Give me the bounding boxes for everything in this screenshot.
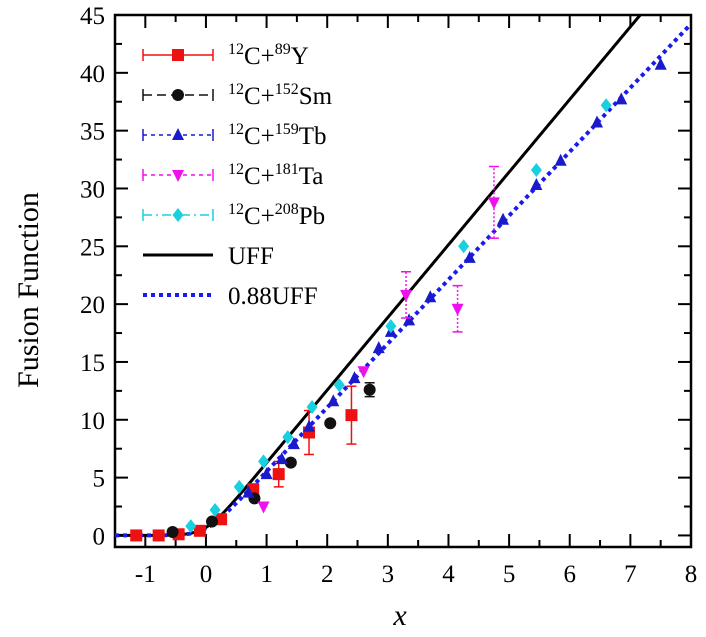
data-point: [372, 341, 385, 354]
data-point: [284, 456, 297, 469]
data-point: [403, 313, 416, 326]
data-point: [303, 419, 316, 432]
x-tick-label: 0: [200, 561, 213, 588]
data-point: [424, 290, 437, 303]
data-points: [130, 57, 667, 542]
data-point: [242, 485, 255, 498]
legend-marker: [172, 128, 184, 140]
x-tick-label: 7: [624, 561, 637, 588]
legend-label: 12C+152Sm: [228, 81, 333, 110]
data-point: [152, 529, 165, 542]
y-tick-label: 30: [80, 176, 105, 203]
y-tick-label: 10: [80, 408, 105, 435]
data-point: [215, 513, 228, 526]
y-tick-label: 40: [80, 61, 105, 88]
data-point: [385, 319, 397, 334]
data-point: [275, 452, 288, 465]
data-point: [357, 366, 370, 379]
legend-label: UFF: [228, 243, 274, 270]
y-tick-label: 5: [93, 466, 106, 493]
x-tick-label: 6: [563, 561, 576, 588]
data-point: [257, 501, 270, 514]
legend-label: 0.88UFF: [228, 283, 318, 310]
data-point: [497, 212, 510, 225]
data-point: [209, 502, 221, 517]
legend-label: 12C+89Y: [228, 41, 309, 70]
data-point: [206, 515, 219, 528]
data-point: [130, 529, 143, 542]
y-tick-label: 15: [80, 350, 105, 377]
data-point: [615, 92, 628, 105]
data-point: [327, 394, 340, 407]
plot-frame: [113, 13, 693, 549]
data-point: [530, 178, 543, 191]
data-point: [654, 57, 667, 70]
data-point: [233, 479, 245, 494]
x-tick-label: 3: [382, 561, 395, 588]
x-tick-label: -1: [135, 561, 156, 588]
series-1: [166, 382, 376, 538]
legend-marker: [172, 208, 184, 222]
y-tick-label: 25: [80, 234, 105, 261]
legend-label: 12C+181Ta: [228, 161, 323, 190]
uff-curves: [115, 15, 691, 538]
legend-marker: [172, 49, 184, 61]
data-point: [451, 303, 464, 316]
x-tick-label: 4: [442, 561, 455, 588]
legend-marker: [172, 170, 184, 182]
legend-label: 12C+159Tb: [228, 121, 327, 150]
series-2: [242, 57, 667, 498]
x-tick-label: 2: [321, 561, 334, 588]
x-tick-label: 5: [503, 561, 516, 588]
data-point: [258, 454, 270, 469]
data-point: [487, 197, 500, 210]
data-point: [272, 468, 285, 481]
data-point: [554, 153, 567, 166]
x-tick-label: 8: [685, 561, 698, 588]
data-point: [333, 378, 345, 393]
data-point: [345, 409, 358, 422]
y-axis-title: Fusion Function: [12, 192, 45, 388]
data-point: [324, 417, 337, 430]
data-point: [166, 525, 179, 538]
data-point: [306, 400, 318, 415]
data-point: [600, 98, 612, 113]
data-point: [591, 115, 604, 128]
data-point: [287, 437, 300, 450]
y-tick-label: 0: [93, 523, 106, 550]
curve-uff: [115, 15, 643, 537]
data-point: [348, 371, 361, 384]
data-point: [400, 289, 413, 302]
legend: 12C+89Y 12C+152Sm 12C+159Tb 12C+181Ta 12C+20…: [142, 41, 333, 310]
legend-marker: [172, 89, 184, 101]
x-tick-label: 1: [260, 561, 273, 588]
series-4: [185, 98, 612, 534]
data-point: [193, 524, 206, 537]
data-point: [530, 162, 542, 177]
data-point: [458, 239, 470, 254]
y-tick-label: 20: [80, 292, 105, 319]
data-point: [260, 467, 273, 480]
data-point: [185, 519, 197, 534]
data-point: [247, 483, 260, 496]
y-tick-label: 35: [80, 119, 105, 146]
data-point: [463, 250, 476, 263]
series-3: [257, 165, 500, 514]
legend-label: 12C+208Pb: [228, 201, 325, 230]
data-point: [363, 383, 376, 396]
data-point: [282, 430, 294, 445]
y-tick-label: 45: [80, 3, 105, 30]
x-axis-title: x: [392, 599, 407, 632]
